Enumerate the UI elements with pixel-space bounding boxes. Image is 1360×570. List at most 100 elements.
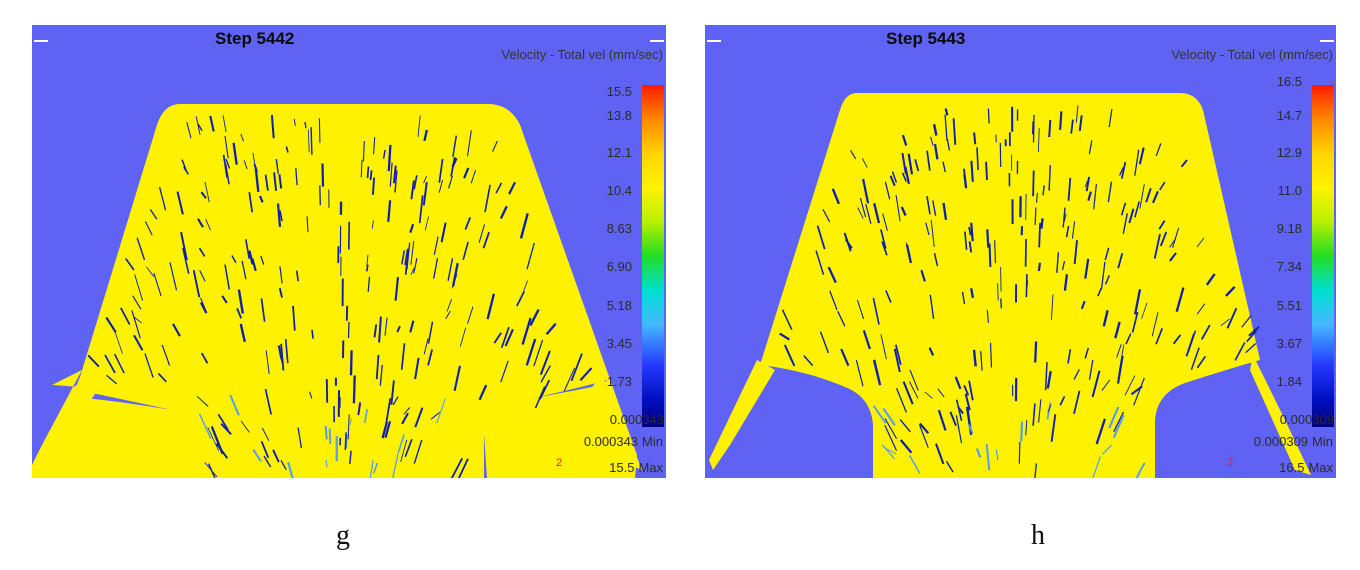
- velocity-vector: [396, 325, 401, 333]
- velocity-vector: [362, 140, 365, 162]
- colorbar-tick: 1.73: [606, 374, 632, 389]
- velocity-vector: [872, 405, 887, 424]
- velocity-vector: [526, 242, 535, 270]
- velocity-vector: [1073, 240, 1078, 264]
- velocity-vector: [1100, 261, 1106, 290]
- velocity-vector: [1234, 342, 1246, 361]
- velocity-vector: [970, 160, 974, 182]
- velocity-vector: [440, 222, 447, 243]
- velocity-vector: [278, 287, 283, 298]
- velocity-vector: [318, 118, 321, 143]
- velocity-vector: [207, 427, 220, 452]
- velocity-vector: [926, 196, 931, 215]
- velocity-vector: [1159, 181, 1166, 191]
- velocity-vector: [464, 216, 472, 230]
- velocity-vector: [366, 166, 370, 179]
- velocity-vector: [120, 307, 131, 325]
- velocity-vector: [410, 267, 415, 275]
- velocity-vector: [899, 439, 913, 454]
- velocity-vector: [1119, 167, 1124, 176]
- velocity-vector: [347, 414, 350, 440]
- velocity-vector: [1061, 261, 1066, 271]
- velocity-vector: [1169, 238, 1177, 248]
- velocity-vector: [1128, 208, 1135, 224]
- velocity-vector: [169, 262, 178, 291]
- velocity-vector: [1020, 421, 1024, 442]
- velocity-vector: [1101, 379, 1111, 391]
- velocity-vector: [486, 293, 496, 320]
- velocity-vector: [1067, 177, 1072, 201]
- velocity-vector: [400, 343, 406, 370]
- velocity-vector: [1118, 344, 1125, 373]
- velocity-vector: [881, 241, 888, 256]
- velocity-vector: [467, 306, 474, 324]
- velocity-vector: [113, 353, 125, 374]
- velocity-vector: [929, 294, 935, 319]
- velocity-vector: [349, 418, 352, 425]
- velocity-vector: [1063, 274, 1069, 291]
- velocity-vector: [239, 323, 246, 343]
- velocity-vector: [1120, 162, 1127, 179]
- velocity-vector: [862, 178, 870, 204]
- velocity-vector: [217, 413, 229, 431]
- velocity-vector: [1138, 147, 1145, 165]
- velocity-vector: [397, 434, 405, 453]
- corner-mark-right: [650, 40, 664, 42]
- velocity-vector: [495, 182, 503, 194]
- velocity-vector: [484, 184, 491, 213]
- velocity-vector: [254, 167, 260, 193]
- velocity-vector: [908, 381, 919, 399]
- colorbar-tick: 5.51: [1276, 298, 1302, 313]
- velocity-vector: [229, 394, 240, 416]
- velocity-vector: [392, 165, 397, 184]
- velocity-vector: [1107, 181, 1113, 203]
- velocity-vector: [1065, 225, 1070, 238]
- velocity-vector: [224, 264, 231, 290]
- velocity-vector: [209, 115, 215, 132]
- velocity-vector: [1201, 324, 1211, 340]
- velocity-vector: [273, 172, 278, 192]
- velocity-vector: [570, 353, 583, 382]
- velocity-vector: [373, 137, 376, 155]
- velocity-vector: [400, 439, 408, 463]
- velocity-vector: [450, 157, 456, 177]
- velocity-vector: [909, 369, 919, 391]
- velocity-vector: [344, 432, 347, 451]
- velocity-vector: [1025, 274, 1028, 298]
- velocity-vector: [149, 209, 158, 220]
- velocity-vector: [385, 398, 392, 426]
- velocity-vector: [403, 407, 411, 415]
- velocity-vector: [1034, 341, 1038, 363]
- velocity-vector: [926, 150, 931, 171]
- velocity-vector: [937, 409, 947, 431]
- velocity-vector: [248, 250, 254, 265]
- velocity-vector: [935, 443, 945, 465]
- material-right-flank-h: [1250, 355, 1311, 475]
- velocity-vector: [989, 342, 993, 368]
- velocity-vector: [930, 220, 935, 247]
- velocity-vector: [1133, 289, 1142, 315]
- velocity-vector: [278, 174, 283, 189]
- velocity-vector: [112, 326, 123, 354]
- velocity-vector: [827, 266, 837, 284]
- velocity-vector: [1000, 267, 1002, 292]
- material-left-flank-g: [37, 377, 107, 470]
- velocity-vector: [1226, 307, 1238, 329]
- velocity-vector: [985, 161, 988, 180]
- velocity-vector: [275, 159, 279, 174]
- velocity-vector: [529, 309, 540, 327]
- velocity-vector: [930, 136, 934, 146]
- velocity-vector: [447, 258, 454, 281]
- velocity-vector: [986, 229, 990, 248]
- velocity-vector: [345, 434, 348, 449]
- velocity-vector: [963, 174, 968, 189]
- velocity-vector: [1078, 115, 1083, 132]
- velocity-vector: [1088, 140, 1093, 155]
- velocity-vector: [1116, 344, 1122, 358]
- velocity-vector: [478, 224, 486, 243]
- velocity-vector: [1101, 444, 1113, 455]
- velocity-vector: [1155, 327, 1163, 345]
- velocity-vector: [1046, 370, 1052, 389]
- velocity-vector: [427, 349, 433, 366]
- velocity-vector: [232, 142, 238, 165]
